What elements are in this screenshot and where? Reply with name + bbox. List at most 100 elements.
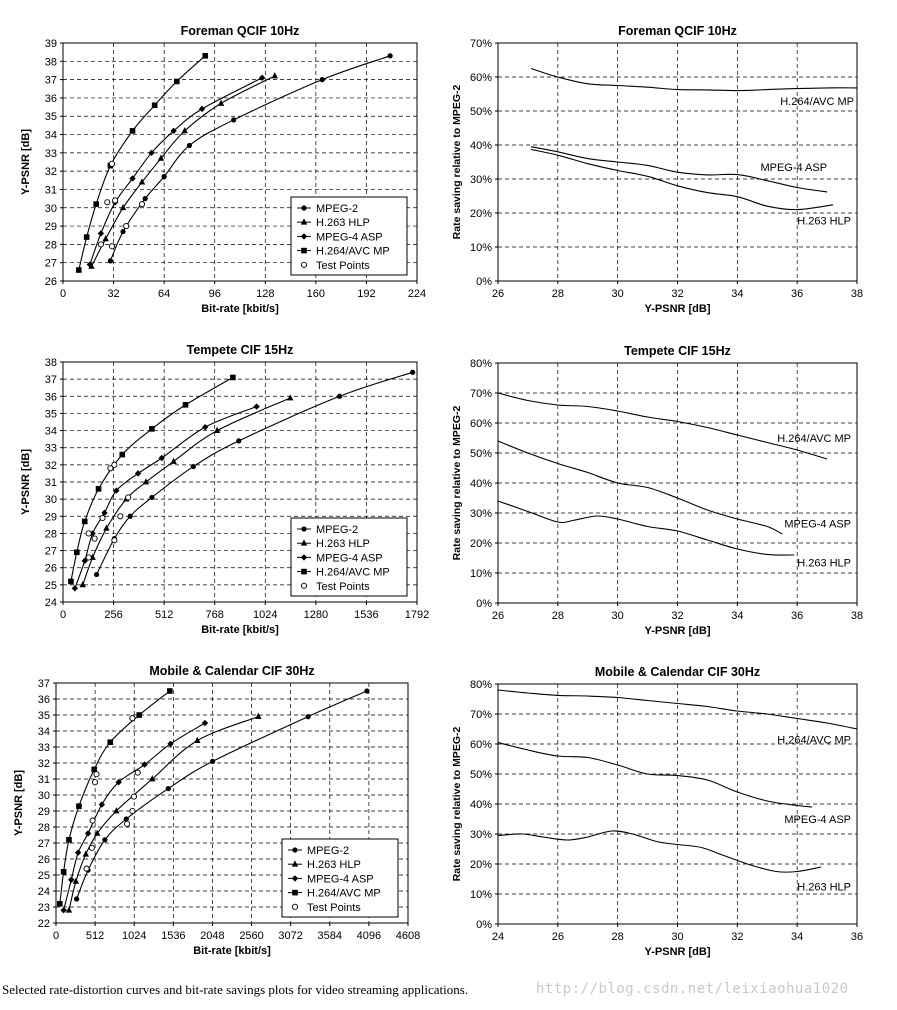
data-point-mpeg-4-asp [148,149,155,157]
data-point-mpeg-4-asp [201,719,209,727]
data-point-mpeg-2 [305,714,311,720]
data-point-h-264-avc-mp [68,578,74,585]
y-tick-label: 32 [45,460,57,472]
legend-label-h-264-avc-mp: H.264/AVC MP [316,567,390,579]
y-tick-label: 60% [470,418,492,430]
y-tick-label: 35 [38,710,50,722]
x-tick-label: 26 [492,288,504,300]
x-tick-label: 36 [791,288,803,300]
x-tick-label: 512 [155,609,173,621]
curve-label-mpeg-4-asp: MPEG-4 ASP [760,162,827,174]
data-point-mpeg-4-asp [129,175,136,182]
legend-label-h-264-avc-mp: H.264/AVC MP [316,246,390,258]
y-tick-label: 33 [45,443,57,455]
legend-marker-mpeg-2 [301,205,307,211]
legend-marker-mpeg-2 [301,526,307,532]
data-point-h-263-hlp [103,524,110,531]
data-point-mpeg-4-asp [141,761,148,768]
y-tick-label: 50% [470,448,492,460]
x-tick-label: 3584 [318,930,342,942]
legend-label-h-264-avc-mp: H.264/AVC MP [307,888,381,900]
y-tick-label: 35 [45,408,57,420]
x-axis-label: Y-PSNR [dB] [645,625,711,637]
y-tick-label: 31 [45,477,57,489]
x-tick-label: 96 [209,288,221,300]
data-point-h-263-hlp [194,736,201,743]
curve-label-h-264-avc-mp: H.264/AVC MP [777,433,851,445]
data-point-h-264-avc-mp [151,102,158,109]
y-tick-label: 26 [38,854,50,866]
data-point-mpeg-4-asp [68,876,75,883]
x-tick-label: 224 [408,288,426,300]
x-tick-label: 32 [671,610,683,622]
y-tick-label: 10% [470,242,492,254]
data-point-h-264-avc-mp [60,869,67,875]
data-point-h-264-avc-mp [173,78,180,85]
data-point-test-point [108,243,116,250]
data-point-test-point [85,530,92,537]
data-point-mpeg-2 [123,816,129,822]
chart-title: Foreman QCIF 10Hz [181,24,300,38]
legend-marker-mpeg-4-asp [300,554,308,561]
y-tick-label: 37 [45,374,57,386]
data-point-h-263-hlp [94,829,101,836]
curve-label-h-263-hlp: H.263 HLP [797,558,851,570]
chart-title: Tempete CIF 15Hz [624,344,731,358]
data-point-h-263-hlp [65,906,73,913]
data-point-h-263-hlp [181,127,188,134]
data-point-h-264-avc-mp [119,451,126,458]
x-tick-label: 192 [357,288,375,300]
data-point-mpeg-2 [161,174,167,180]
y-tick-label: 33 [45,148,57,160]
x-tick-label: 34 [731,288,743,300]
data-point-test-point [138,201,146,208]
data-point-test-point [88,844,95,851]
y-tick-label: 29 [45,511,57,523]
y-tick-label: 80% [470,679,492,691]
legend-label-h-263-hlp: H.263 HLP [316,217,370,229]
figure-caption: Selected rate-distortion curves and bit-… [2,982,469,997]
x-tick-label: 36 [851,931,863,943]
y-tick-label: 31 [45,184,57,196]
data-point-test-point [111,461,118,468]
x-axis-label: Y-PSNR [dB] [645,946,711,958]
data-point-test-point [91,779,99,786]
data-point-h-264-avc-mp [136,712,143,718]
y-tick-label: 27 [45,258,57,270]
y-axis-label: Y-PSNR [dB] [20,449,32,515]
legend-label-mpeg-2: MPEG-2 [307,845,349,857]
y-tick-label: 30% [470,829,492,841]
x-tick-label: 36 [791,610,803,622]
legend: MPEG-2 H.263 HLP MPEG-4 ASP H.264/AVC MP Tes… [290,196,408,276]
y-tick-label: 30% [470,508,492,520]
data-point-h-264-avc-mp [81,518,88,525]
data-point-mpeg-2 [186,142,193,149]
y-tick-label: 24 [45,597,57,609]
legend-label-h-263-hlp: H.263 HLP [307,859,361,871]
y-tick-label: 32 [45,166,57,178]
data-point-h-264-avc-mp [129,128,136,134]
y-tick-label: 35 [45,111,57,123]
y-tick-label: 26 [45,276,57,288]
y-tick-label: 70% [470,709,492,721]
y-tick-label: 28 [45,239,57,251]
data-point-test-point [123,223,130,230]
data-point-mpeg-4-asp [84,830,92,837]
legend-marker-test-points [300,261,308,268]
legend: MPEG-2 H.263 HLP MPEG-4 ASP H.264/AVC MP Tes… [290,517,408,597]
data-point-mpeg-2 [236,438,242,444]
y-tick-label: 40% [470,140,492,152]
data-point-mpeg-4-asp [134,470,142,477]
data-point-mpeg-4-asp [74,849,82,856]
data-point-h-264-avc-mp [57,901,63,907]
x-tick-label: 128 [256,288,274,300]
data-point-mpeg-2 [149,494,155,501]
y-axis-label: Rate saving relative to MPEG-2 [451,85,463,240]
series-line-mpeg-2 [96,371,413,575]
x-tick-label: 28 [612,931,624,943]
x-tick-label: 32 [731,931,743,943]
x-tick-label: 30 [671,931,683,943]
y-tick-label: 36 [38,694,50,706]
data-point-h-263-hlp [119,203,127,211]
y-tick-label: 34 [45,426,57,438]
